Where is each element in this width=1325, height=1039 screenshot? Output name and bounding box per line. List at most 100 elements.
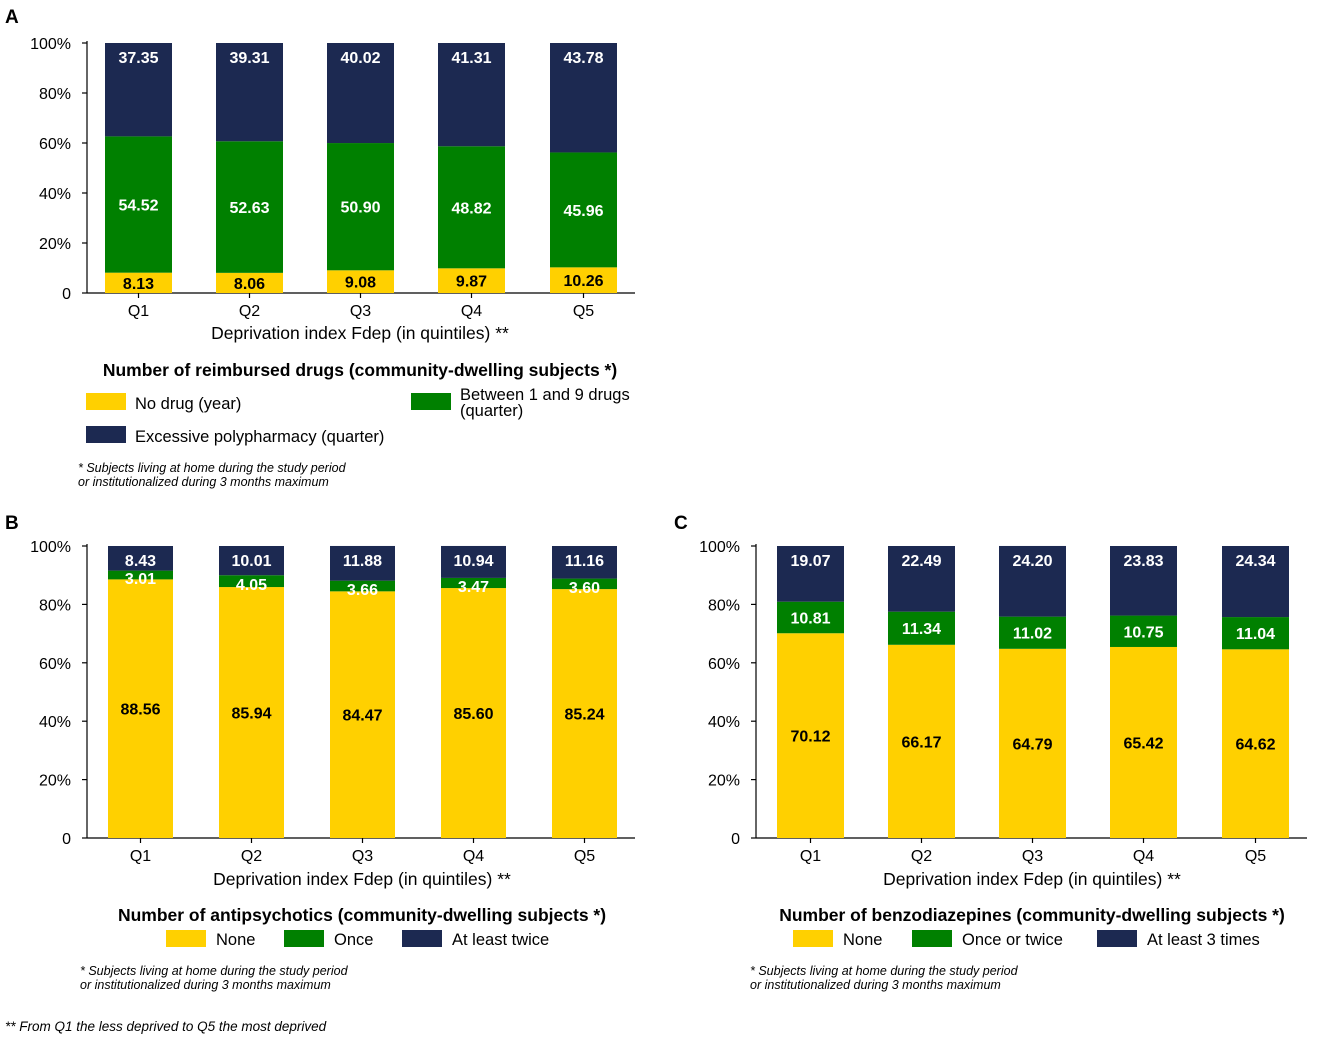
data-label: 10.81 <box>790 610 830 627</box>
y-tick-label: 60% <box>39 656 71 673</box>
bar-segment-q2-series-3 <box>219 546 284 576</box>
bar-segment-q3-series-2 <box>999 616 1066 649</box>
bar-segment-q5-series-1 <box>550 267 617 293</box>
x-tick-label: Q3 <box>352 848 373 865</box>
y-tick-label: 60% <box>39 136 71 153</box>
data-label: 45.96 <box>563 203 603 220</box>
panel-footnote: or institutionalized during 3 months max… <box>78 475 329 489</box>
x-tick-label: Q4 <box>1133 848 1154 865</box>
legend-label: None <box>843 931 882 949</box>
legend: Number of antipsychotics (community-dwel… <box>118 905 606 949</box>
x-tick-label: Q5 <box>573 303 594 320</box>
chart-panel-b: B 0 20% 40% 60% 80% 100% 88.56 3.018.43 Q1 85.94 4.… <box>5 513 635 992</box>
x-tick-label: Q4 <box>461 303 482 320</box>
data-label: 85.60 <box>453 706 493 723</box>
bar-segment-q4-series-1 <box>438 268 505 293</box>
y-tick-label: 40% <box>39 186 71 203</box>
bar-segment-q3-series-1 <box>327 270 394 293</box>
data-label: 22.49 <box>901 553 941 570</box>
data-label: 24.20 <box>1012 553 1052 570</box>
data-label: 39.31 <box>229 50 269 67</box>
data-label: 50.90 <box>340 200 380 217</box>
data-label: 11.02 <box>1013 626 1052 643</box>
panel-footnote: or institutionalized during 3 months max… <box>750 978 1001 992</box>
data-label: 10.94 <box>453 553 493 570</box>
data-label: 54.52 <box>118 198 158 215</box>
bar-segment-q1-series-2 <box>777 601 844 634</box>
legend-label: Excessive polypharmacy (quarter) <box>135 428 384 446</box>
legend-label: Once <box>334 931 373 949</box>
data-label: 4.05 <box>236 577 267 594</box>
y-tick-label: 100% <box>30 36 71 53</box>
bar-segment-q3-series-1 <box>999 648 1066 838</box>
y-tick-label: 40% <box>39 714 71 731</box>
bar-segment-q4-series-3 <box>438 43 505 147</box>
legend: Number of reimbursed drugs (community-dw… <box>86 360 630 446</box>
y-tick-label: 20% <box>39 773 71 790</box>
legend-label: At least 3 times <box>1147 931 1260 949</box>
data-label: 24.34 <box>1235 553 1275 570</box>
bar-segment-q5-series-2 <box>550 152 617 268</box>
bar-segment-q5-series-3 <box>552 546 617 579</box>
data-label: 8.43 <box>125 553 156 570</box>
chart-panel-a: A 0 20% 40% 60% 80% 100% 8.13 54.52 37.35 Q1 8.06 52… <box>5 7 635 489</box>
bar-segment-q3-series-3 <box>330 545 395 581</box>
data-label: 23.83 <box>1123 553 1163 570</box>
data-label: 11.04 <box>1236 626 1275 643</box>
bar-segment-q3-series-2 <box>330 580 395 592</box>
data-label: 8.13 <box>123 276 154 293</box>
data-label: 84.47 <box>342 708 382 725</box>
legend-swatch <box>86 393 126 410</box>
bar-segment-q3-series-1 <box>330 591 395 838</box>
data-label: 64.79 <box>1012 736 1052 753</box>
x-tick-label: Q3 <box>1022 848 1043 865</box>
bar-segment-q4-series-1 <box>1110 646 1177 838</box>
data-label: 3.47 <box>458 579 489 596</box>
data-label: 10.26 <box>563 273 603 290</box>
bar-segment-q2-series-1 <box>219 587 284 838</box>
data-label: 3.60 <box>569 580 600 597</box>
data-label: 3.01 <box>125 571 156 588</box>
legend-swatch <box>793 930 833 947</box>
bar-segment-q2-series-1 <box>216 272 283 293</box>
y-tick-label: 100% <box>699 539 740 556</box>
bar-segment-q4-series-2 <box>1110 615 1177 647</box>
bar-segment-q1-series-2 <box>105 136 172 273</box>
legend-title: Number of reimbursed drugs (community-dw… <box>103 360 617 380</box>
panel-footnote: * Subjects living at home during the stu… <box>750 964 1019 978</box>
legend-swatch <box>284 930 324 947</box>
x-tick-label: Q1 <box>800 848 821 865</box>
bar-segment-q3-series-3 <box>999 545 1066 617</box>
bar-segment-q5-series-1 <box>1222 649 1289 838</box>
bar-segment-q1-series-3 <box>105 43 172 137</box>
x-tick-label: Q4 <box>463 848 484 865</box>
y-tick-label: 80% <box>39 86 71 103</box>
data-label: 9.08 <box>345 275 376 292</box>
legend-title: Number of benzodiazepines (community-dwe… <box>779 905 1285 925</box>
bar-segment-q1-series-1 <box>105 272 172 293</box>
bar-segment-q3-series-3 <box>327 43 394 144</box>
panel-letter: A <box>5 7 19 28</box>
y-tick-label: 0 <box>62 286 71 303</box>
global-footnote: ** From Q1 the less deprived to Q5 the m… <box>5 1019 327 1034</box>
x-tick-label: Q5 <box>1245 848 1266 865</box>
data-label: 64.62 <box>1235 737 1275 754</box>
data-label: 11.16 <box>565 553 604 570</box>
data-label: 85.94 <box>231 706 271 723</box>
data-label: 66.17 <box>901 734 941 751</box>
legend-label: Between 1 and 9 drugs <box>460 386 630 404</box>
y-tick-label: 20% <box>39 236 71 253</box>
x-axis-label: Deprivation index Fdep (in quintiles) ** <box>211 323 509 343</box>
bar-segment-q4-series-2 <box>438 146 505 269</box>
bar-segment-q2-series-3 <box>888 546 955 612</box>
legend-label: At least twice <box>452 931 549 949</box>
panel-letter: C <box>674 513 688 534</box>
data-label: 11.34 <box>902 621 941 638</box>
bar-segment-q2-series-3 <box>216 43 283 142</box>
data-label: 65.42 <box>1123 735 1163 752</box>
data-label: 37.35 <box>118 50 158 67</box>
panel-footnote: * Subjects living at home during the stu… <box>78 461 347 475</box>
panel-footnote: * Subjects living at home during the stu… <box>80 964 349 978</box>
data-label: 88.56 <box>120 702 160 719</box>
